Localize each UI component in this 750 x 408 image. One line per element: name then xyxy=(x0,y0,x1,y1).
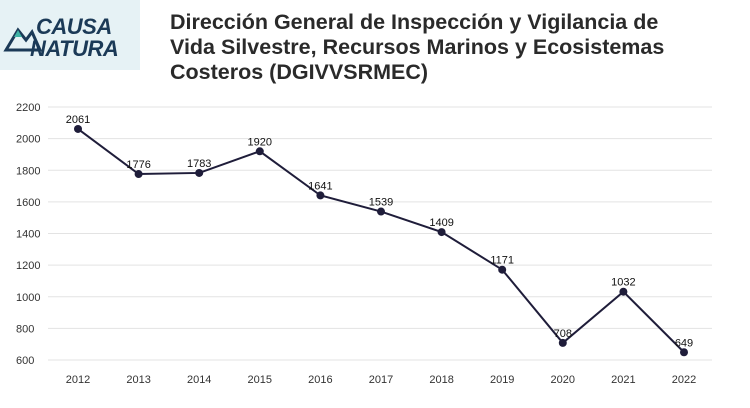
data-point xyxy=(134,170,143,179)
data-point xyxy=(558,338,567,347)
data-point xyxy=(498,265,507,274)
x-tick-label: 2016 xyxy=(308,374,332,386)
y-tick-label: 1200 xyxy=(16,260,40,272)
data-label: 1171 xyxy=(490,255,514,267)
data-label: 2061 xyxy=(66,114,90,126)
x-tick-label: 2017 xyxy=(369,374,393,386)
y-tick-label: 1000 xyxy=(16,292,40,304)
data-point xyxy=(437,228,446,237)
y-tick-label: 2000 xyxy=(16,134,40,146)
data-labels: 2061 1776 1783 1920 1641 1539 1409 1171 708 1032 6… xyxy=(66,114,693,349)
x-tick-label: 2013 xyxy=(126,374,150,386)
y-tick-label: 800 xyxy=(16,323,34,335)
y-tick-label: 1400 xyxy=(16,229,40,241)
x-tick-label: 2012 xyxy=(66,374,90,386)
chart-title: Dirección General de Inspección y Vigila… xyxy=(170,10,745,85)
x-tick-label: 2021 xyxy=(611,374,635,386)
data-label: 708 xyxy=(554,328,572,340)
x-axis-ticks: 2012 2013 2014 2015 2016 2017 2018 2019 2020 2021… xyxy=(66,374,696,386)
data-label: 1409 xyxy=(429,217,453,229)
x-tick-label: 2020 xyxy=(551,374,575,386)
title-line-1: Dirección General de Inspección y Vigila… xyxy=(170,10,659,34)
data-point xyxy=(680,348,688,357)
data-label: 1783 xyxy=(187,158,211,170)
x-tick-label: 2022 xyxy=(672,374,696,386)
data-point xyxy=(74,124,82,133)
gridlines xyxy=(48,106,712,361)
y-tick-label: 600 xyxy=(16,355,34,367)
data-points xyxy=(74,124,688,357)
x-tick-label: 2019 xyxy=(490,374,514,386)
data-point xyxy=(316,191,325,200)
data-label: 1539 xyxy=(369,197,393,209)
x-tick-label: 2018 xyxy=(429,374,453,386)
data-label: 1920 xyxy=(248,136,272,148)
x-tick-label: 2014 xyxy=(187,374,211,386)
data-point xyxy=(619,287,628,296)
mountain-icon xyxy=(3,27,43,52)
y-tick-label: 1800 xyxy=(16,165,40,177)
y-tick-label: 2200 xyxy=(16,102,40,114)
logo-text-natura: NATURA xyxy=(30,36,119,61)
data-point xyxy=(255,147,264,156)
title-line-2: Vida Silvestre, Recursos Marinos y Ecosi… xyxy=(170,35,665,59)
logo-text-causa: CAUSA xyxy=(36,14,112,39)
y-axis-ticks: 2200 2000 1800 1600 1400 1200 1000 800 600 xyxy=(16,102,40,367)
data-label: 1641 xyxy=(308,180,332,192)
data-label: 1776 xyxy=(126,159,150,171)
data-label: 1032 xyxy=(611,277,635,289)
logo: CAUSA NATURA xyxy=(0,0,140,70)
x-tick-label: 2015 xyxy=(248,374,272,386)
data-point xyxy=(377,207,385,216)
data-point xyxy=(195,168,204,177)
data-label: 649 xyxy=(675,337,693,349)
title-line-3: Costeros (DGIVVSRMEC) xyxy=(170,60,429,84)
series-line xyxy=(77,128,685,353)
y-tick-label: 1600 xyxy=(16,197,40,209)
